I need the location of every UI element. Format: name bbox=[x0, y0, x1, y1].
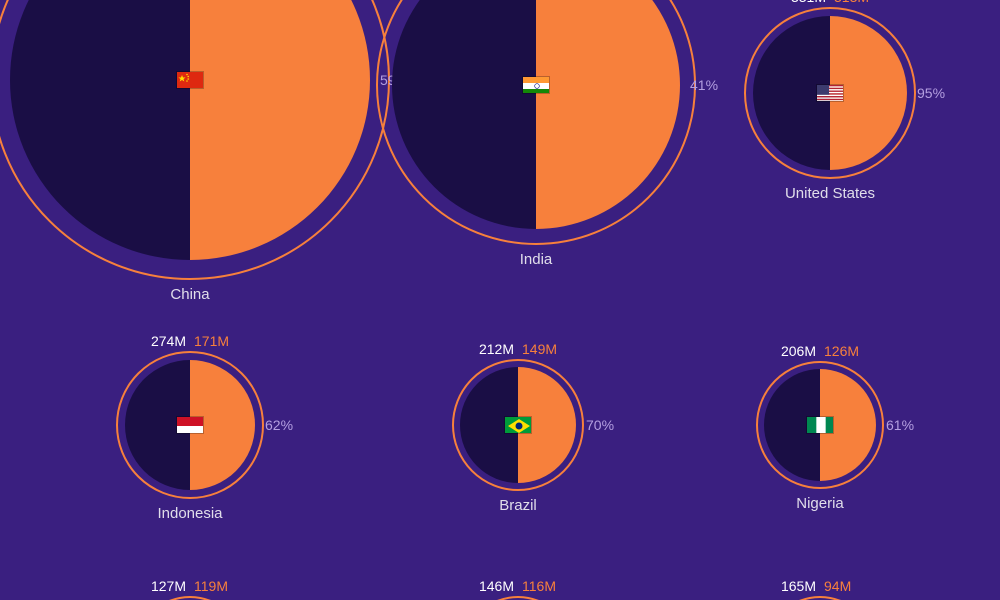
users-label: 116M bbox=[522, 578, 556, 594]
outer-ring bbox=[462, 596, 574, 600]
population-label: 331M bbox=[791, 0, 826, 5]
population-label: 165M bbox=[781, 578, 816, 594]
country-bubble: 95%United States331M313M bbox=[744, 7, 916, 179]
population-label: 206M bbox=[781, 343, 816, 359]
users-label: 313M bbox=[834, 0, 869, 5]
india-flag-icon bbox=[522, 76, 550, 94]
country-name: Indonesia bbox=[157, 505, 222, 522]
percent-label: 95% bbox=[917, 85, 945, 101]
users-label: 149M bbox=[522, 341, 557, 357]
country-bubble: 146M116M bbox=[462, 596, 574, 600]
country-name: China bbox=[170, 286, 209, 303]
country-bubble: 62%Indonesia274M171M bbox=[116, 351, 264, 499]
population-label: 274M bbox=[151, 333, 186, 349]
inner-disc bbox=[392, 0, 680, 229]
country-name: Brazil bbox=[499, 497, 537, 514]
country-bubble: 165M94M bbox=[764, 596, 876, 600]
users-label: 126M bbox=[824, 343, 859, 359]
users-label: 94M bbox=[824, 578, 851, 594]
percent-label: 61% bbox=[886, 417, 914, 433]
users-label: 119M bbox=[194, 578, 228, 594]
percent-label: 41% bbox=[690, 77, 718, 93]
country-bubble: 70%Brazil212M149M bbox=[452, 359, 584, 491]
percent-label: 62% bbox=[265, 417, 293, 433]
country-bubble: 127M119M bbox=[134, 596, 246, 600]
usa-flag-icon bbox=[816, 84, 844, 102]
users-label: 171M bbox=[194, 333, 229, 349]
population-label: 146M bbox=[479, 578, 514, 594]
nigeria-flag-icon bbox=[806, 416, 834, 434]
country-name: United States bbox=[785, 185, 875, 202]
country-bubble: 41%India bbox=[376, 0, 696, 245]
outer-ring bbox=[764, 596, 876, 600]
brazil-flag-icon bbox=[504, 416, 532, 434]
country-name: India bbox=[520, 251, 553, 268]
population-label: 127M bbox=[151, 578, 186, 594]
population-label: 212M bbox=[479, 341, 514, 357]
indonesia-flag-icon bbox=[176, 416, 204, 434]
country-name: Nigeria bbox=[796, 495, 844, 512]
country-bubble: 61%Nigeria206M126M bbox=[756, 361, 884, 489]
china-flag-icon bbox=[176, 71, 204, 89]
percent-label: 70% bbox=[586, 417, 614, 433]
country-bubble: 59%China bbox=[0, 0, 390, 280]
outer-ring bbox=[134, 596, 246, 600]
inner-disc bbox=[10, 0, 370, 260]
